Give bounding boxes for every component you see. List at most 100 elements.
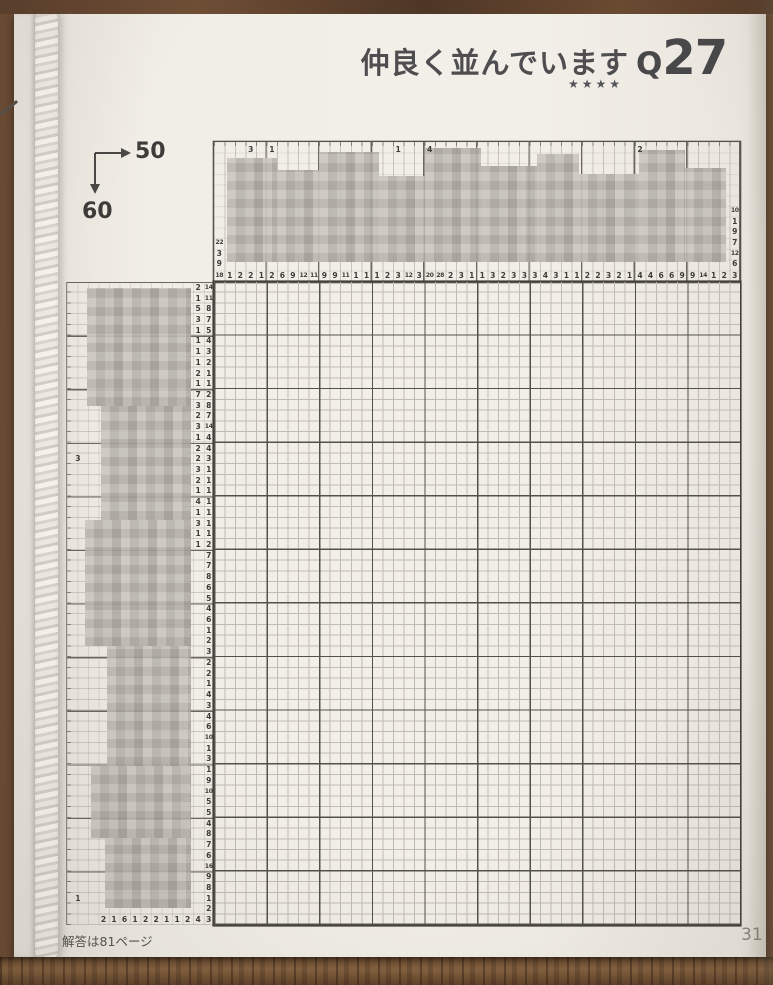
left-clue-number: 5 [195, 304, 201, 314]
left-clue-number: 1 [206, 507, 212, 517]
left-clue-number: 1 [174, 915, 180, 925]
top-clue-number: 1 [227, 270, 233, 280]
top-clue-number: 6 [668, 270, 675, 280]
left-clue-number: 2 [195, 475, 201, 485]
left-clue-number: 7 [206, 314, 212, 324]
left-clue-number: 10 [204, 733, 213, 741]
left-clue-number: 10 [204, 787, 213, 795]
left-clue-number: 8 [206, 572, 212, 582]
left-clue-number: 9 [206, 775, 212, 785]
left-clue-number: 2 [142, 915, 149, 925]
left-clue-number: 1 [206, 529, 212, 539]
left-clue-number: 1 [75, 893, 81, 903]
top-clue-number: 2 [584, 270, 591, 280]
table-wood-bottom [0, 957, 773, 985]
top-clue-number: 3 [521, 270, 527, 280]
left-clue-number: 4 [206, 818, 212, 828]
top-clue-number: 4 [427, 145, 433, 154]
censored-clues-block [481, 166, 537, 262]
left-clue-number: 2 [100, 915, 107, 925]
censored-clues-block [537, 154, 579, 262]
top-clue-number: 1 [711, 270, 717, 280]
top-clue-number: 2 [616, 270, 622, 280]
left-clue-number: 7 [206, 840, 212, 850]
left-clue-number: 8 [206, 829, 212, 839]
top-clue-number: 1 [269, 145, 275, 154]
censored-clues-block [84, 520, 191, 646]
left-clue-number: 5 [206, 593, 212, 603]
censored-clues-block [90, 766, 191, 838]
left-clue-number: 3 [206, 700, 212, 710]
left-clue-number: 6 [206, 615, 212, 625]
top-clues-panel: 18 1 2 2 1 2 6 9 12 11 9 9 11 1 1 1 2 3 12 3 20 28 2 3 1 1 3 2 3 3 3 4 3… [214, 142, 740, 282]
left-clue-number: 3 [195, 314, 201, 324]
left-clue-number: 1 [206, 518, 212, 528]
top-clue-number: 3 [532, 270, 538, 280]
puzzle-title: 仲良く並んでいます [360, 46, 629, 80]
left-clue-number: 1 [206, 893, 212, 903]
left-clue-number: 1 [132, 915, 138, 925]
left-clue-number: 1 [195, 336, 201, 346]
top-clue-number: 9 [290, 270, 296, 280]
left-clue-number: 6 [121, 915, 128, 925]
left-clue-number: 1 [206, 497, 212, 507]
left-clue-number: 1 [195, 325, 201, 335]
top-clue-number: 9 [690, 270, 696, 280]
left-clue-number: 14 [204, 283, 213, 291]
top-clue-number: 3 [248, 145, 254, 154]
top-clue-number: 2 [595, 270, 601, 280]
top-clue-number: 28 [436, 271, 445, 279]
left-clue-number: 2 [206, 540, 212, 550]
top-clue-number: 3 [395, 270, 401, 280]
left-clue-number: 3 [206, 915, 212, 925]
left-clue-number: 2 [206, 357, 212, 367]
top-clue-number: 6 [279, 270, 286, 280]
left-clue-number: 3 [206, 647, 212, 657]
left-clue-number: 1 [195, 529, 201, 539]
top-clue-number: 1 [732, 216, 738, 226]
top-clue-number: 1 [374, 270, 380, 280]
left-clue-number: 1 [195, 432, 201, 442]
puzzle-grid [214, 282, 740, 925]
top-clue-number: 12 [299, 271, 308, 279]
top-clue-number: 1 [469, 270, 475, 280]
top-clue-number: 14 [699, 271, 708, 279]
left-clue-number: 8 [206, 882, 212, 892]
left-clue-number: 16 [204, 862, 213, 870]
left-clue-number: 3 [195, 518, 201, 528]
top-clue-number: 9 [321, 270, 328, 280]
left-clue-number: 2 [206, 657, 212, 667]
left-clue-number: 7 [206, 411, 212, 421]
left-clue-number: 2 [206, 904, 212, 914]
left-clue-number: 3 [75, 454, 81, 464]
answer-page-note: 解答は81ページ [62, 934, 153, 949]
top-clue-number: 2 [248, 270, 254, 280]
question-number: Q 27 [636, 30, 728, 86]
top-clue-number: 22 [215, 238, 224, 246]
left-clue-number: 7 [195, 390, 201, 399]
left-clue-number: 1 [206, 679, 212, 689]
censored-clues-block [227, 158, 277, 262]
left-clue-number: 5 [206, 797, 212, 807]
left-clue-number: 1 [206, 368, 212, 378]
censored-clues-block [639, 150, 685, 262]
table-wood-top [0, 0, 773, 14]
left-clue-number: 1 [206, 486, 212, 496]
left-clue-number: 11 [204, 294, 213, 302]
left-clue-number: 1 [195, 357, 201, 367]
left-clue-number: 3 [195, 400, 201, 410]
left-clue-number: 8 [206, 304, 212, 314]
question-value: 27 [662, 30, 728, 86]
left-clue-number: 1 [195, 379, 201, 389]
left-clue-number: 4 [206, 443, 212, 453]
left-clue-number: 2 [206, 390, 212, 399]
top-clue-number: 9 [679, 270, 685, 280]
censored-clues-block [685, 168, 726, 262]
top-clue-number: 3 [416, 270, 422, 280]
left-clue-number: 1 [195, 507, 201, 517]
censored-clues-block [579, 174, 639, 262]
top-clue-number: 7 [732, 237, 738, 247]
top-clue-number: 12 [404, 271, 413, 279]
left-clue-number: 3 [195, 422, 201, 432]
left-clue-number: 6 [206, 722, 212, 732]
